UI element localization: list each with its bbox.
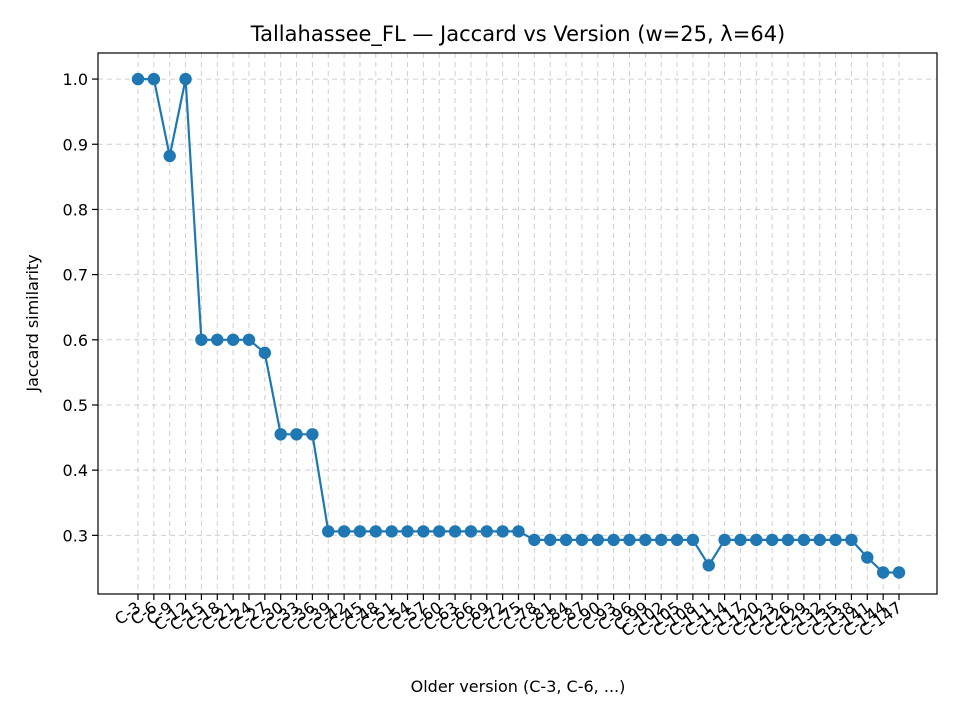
y-tick-label: 0.3	[63, 526, 88, 545]
data-point	[813, 533, 826, 547]
y-axis-label: Jaccard similarity	[23, 254, 42, 392]
chart-title: Tallahassee_FL — Jaccard vs Version (w=2…	[250, 22, 786, 47]
data-point	[892, 566, 906, 579]
data-point	[496, 525, 509, 538]
data-point	[512, 525, 525, 538]
series-layer	[131, 72, 906, 579]
data-point	[781, 533, 795, 547]
x-axis-label: Older version (C-3, C-6, ...)	[411, 677, 626, 696]
data-point	[528, 533, 541, 547]
y-tick-label: 0.5	[63, 396, 88, 415]
data-point	[861, 551, 874, 564]
data-point	[179, 72, 192, 86]
data-point	[258, 346, 272, 360]
data-point	[607, 533, 620, 547]
data-point	[417, 525, 430, 538]
data-point	[639, 533, 652, 547]
x-axis: C-3C-6C-9C-12C-15C-18C-21C-24C-27C-30C-3…	[111, 594, 905, 641]
y-axis: 0.3 0.4 0.5 0.6 0.7 0.8 0.9 1.0	[63, 70, 98, 545]
data-point	[274, 428, 287, 441]
data-point	[765, 533, 779, 547]
y-tick-label: 1.0	[63, 70, 88, 89]
data-point	[591, 533, 604, 547]
data-point	[654, 533, 668, 547]
data-point	[385, 525, 398, 538]
data-point	[226, 333, 240, 346]
data-point	[623, 533, 636, 547]
y-tick-label: 0.7	[63, 266, 88, 285]
y-tick-label: 0.8	[63, 200, 88, 219]
data-point	[544, 533, 557, 547]
data-point	[876, 566, 890, 579]
data-point	[147, 72, 161, 86]
data-point	[322, 525, 335, 538]
data-point	[797, 533, 811, 547]
data-point	[686, 533, 700, 547]
data-point	[131, 72, 145, 86]
data-point	[845, 533, 858, 547]
data-point	[211, 333, 224, 346]
data-point	[750, 533, 763, 547]
data-point	[353, 525, 367, 538]
data-point	[734, 533, 747, 547]
y-tick-label: 0.4	[63, 461, 88, 480]
data-point	[401, 525, 414, 538]
y-tick-label: 0.6	[63, 331, 88, 350]
data-point	[718, 533, 731, 547]
data-point	[337, 525, 351, 538]
data-point	[369, 525, 383, 538]
data-point	[195, 333, 208, 346]
data-point	[306, 428, 319, 441]
data-point	[464, 525, 478, 538]
data-point	[163, 149, 176, 163]
data-point	[702, 559, 715, 572]
data-point	[242, 333, 256, 346]
y-tick-label: 0.9	[63, 135, 88, 154]
data-point	[829, 533, 842, 547]
data-point	[559, 533, 573, 547]
data-point	[480, 525, 493, 538]
grid	[98, 53, 937, 594]
data-point	[448, 525, 462, 538]
plot-frame	[97, 52, 938, 595]
data-point	[670, 533, 684, 547]
data-point	[433, 525, 446, 538]
data-point	[575, 533, 589, 547]
data-point	[290, 428, 303, 441]
